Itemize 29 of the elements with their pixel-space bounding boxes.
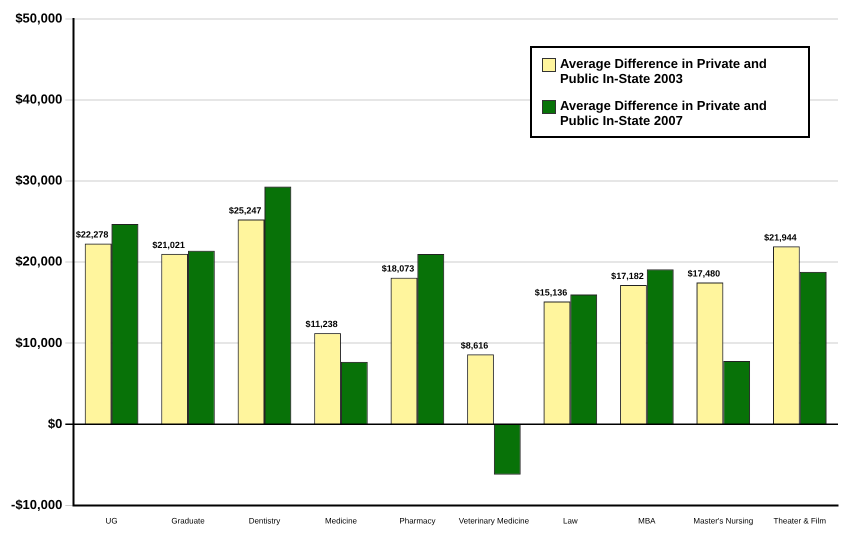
legend-label: Average Difference in Private and Public In-State 2007 — [560, 98, 768, 128]
data-label: $8,616 — [460, 340, 488, 350]
y-tick-label: -$10,000 — [10, 496, 62, 512]
x-tick-label: Pharmacy — [399, 516, 436, 526]
x-tick-label: MBA — [638, 516, 656, 526]
data-label: $15,136 — [534, 288, 568, 298]
x-tick-label: Medicine — [324, 516, 358, 526]
x-tick-label: Dentistry — [248, 516, 280, 526]
data-label: $22,278 — [76, 230, 108, 240]
y-tick-label: $0 — [48, 416, 62, 431]
y-tick-label: $10,000 — [15, 334, 62, 350]
data-label: $18,073 — [382, 264, 414, 274]
data-label: $17,182 — [611, 270, 644, 281]
y-tick-label: $40,000 — [15, 91, 62, 106]
y-tick-label: $30,000 — [15, 172, 62, 188]
x-tick-label: UG — [106, 516, 118, 526]
data-label: $17,480 — [688, 268, 720, 279]
x-tick-label: Veterinary Medicine — [458, 516, 530, 526]
y-tick-label: $50,000 — [15, 10, 62, 26]
x-tick-label: Theater & Film — [774, 516, 826, 526]
data-label: $11,238 — [306, 319, 338, 330]
x-tick-label: Law — [563, 516, 578, 526]
y-tick-label: $20,000 — [15, 254, 62, 269]
data-label: $25,247 — [228, 206, 262, 216]
data-label: $21,944 — [764, 232, 797, 242]
x-tick-label: Master's Nursing — [693, 516, 754, 526]
x-tick-label: Graduate — [171, 516, 206, 526]
legend-label: Average Difference in Private and Public In-State 2003 — [560, 56, 768, 86]
data-label: $21,021 — [152, 240, 185, 250]
